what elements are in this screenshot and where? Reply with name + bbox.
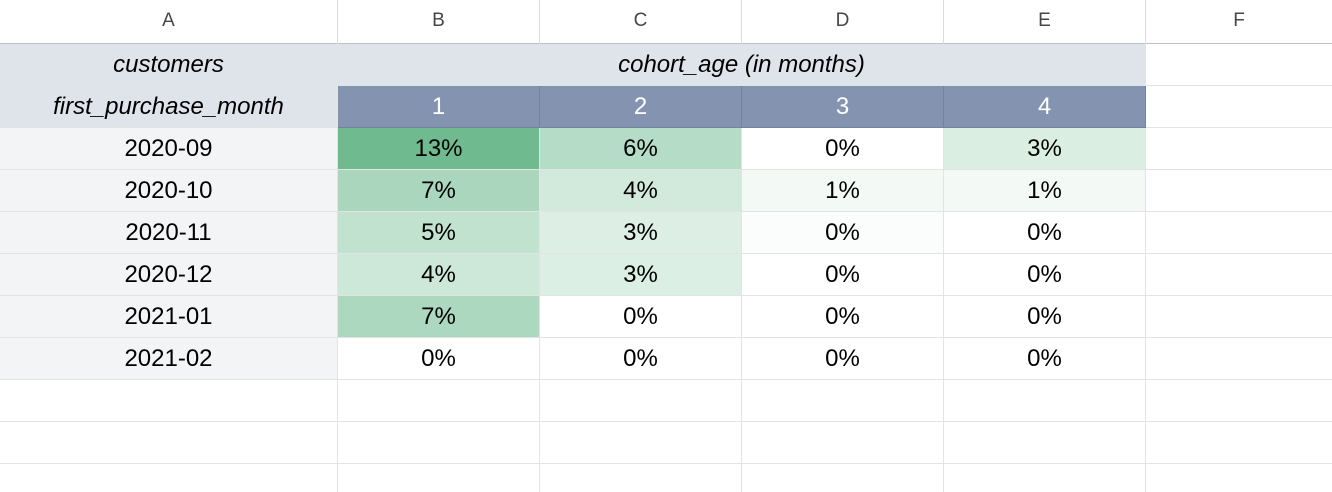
month-cell[interactable]: 2021-02 xyxy=(0,338,338,380)
column-header-f[interactable]: F xyxy=(1233,10,1245,31)
retention-cell[interactable]: 13% xyxy=(338,128,540,170)
table-row: 2021-02 0% 0% 0% 0% xyxy=(0,338,1332,380)
month-cell[interactable]: 2020-10 xyxy=(0,170,338,212)
header-row-2: first_purchase_month 1 2 3 4 xyxy=(0,86,1332,128)
empty-cell[interactable] xyxy=(742,464,944,492)
retention-cell[interactable]: 0% xyxy=(742,338,944,380)
column-header-a[interactable]: A xyxy=(0,0,338,44)
column-header-c[interactable]: C xyxy=(540,0,742,44)
empty-cell[interactable] xyxy=(742,380,944,422)
table-row: 2020-12 4% 3% 0% 0% xyxy=(0,254,1332,296)
empty-cell[interactable] xyxy=(0,380,338,422)
retention-cell[interactable]: 7% xyxy=(338,296,540,338)
empty-cell[interactable] xyxy=(1146,380,1332,422)
empty-cell[interactable] xyxy=(338,464,540,492)
retention-cell[interactable]: 0% xyxy=(944,296,1146,338)
column-header-d[interactable]: D xyxy=(742,0,944,44)
retention-cell[interactable]: 0% xyxy=(944,212,1146,254)
empty-row xyxy=(0,380,1332,422)
empty-cell[interactable] xyxy=(742,422,944,464)
month-cell[interactable]: 2021-01 xyxy=(0,296,338,338)
first-purchase-month-label-cell[interactable]: first_purchase_month xyxy=(0,86,338,128)
empty-cell[interactable] xyxy=(1146,296,1332,338)
empty-cell[interactable] xyxy=(1146,212,1332,254)
retention-cell[interactable]: 0% xyxy=(742,212,944,254)
month-cell[interactable]: 2020-11 xyxy=(0,212,338,254)
empty-cell[interactable] xyxy=(540,422,742,464)
retention-cell[interactable]: 3% xyxy=(944,128,1146,170)
empty-cell[interactable] xyxy=(1146,170,1332,212)
retention-cell[interactable]: 1% xyxy=(944,170,1146,212)
month-cell[interactable]: 2020-09 xyxy=(0,128,338,170)
retention-cell[interactable]: 4% xyxy=(338,254,540,296)
empty-cell[interactable] xyxy=(338,422,540,464)
retention-cell[interactable]: 0% xyxy=(944,338,1146,380)
cohort-age-1-cell[interactable]: 1 xyxy=(338,86,540,128)
retention-cell[interactable]: 5% xyxy=(338,212,540,254)
retention-cell[interactable]: 3% xyxy=(540,212,742,254)
retention-cell[interactable]: 4% xyxy=(540,170,742,212)
retention-cell[interactable]: 0% xyxy=(742,128,944,170)
empty-row xyxy=(0,422,1332,464)
empty-cell[interactable] xyxy=(1146,86,1332,128)
column-header-b[interactable]: B xyxy=(338,0,540,44)
empty-cell[interactable] xyxy=(944,380,1146,422)
empty-cell[interactable] xyxy=(540,380,742,422)
customers-label-cell[interactable]: customers xyxy=(0,44,338,86)
header-row-1: customers cohort_age (in months) xyxy=(0,44,1332,86)
column-header-row: A B C D E F xyxy=(0,0,1332,44)
table-row: 2020-11 5% 3% 0% 0% xyxy=(0,212,1332,254)
retention-cell[interactable]: 6% xyxy=(540,128,742,170)
retention-cell[interactable]: 0% xyxy=(540,296,742,338)
retention-cell[interactable]: 1% xyxy=(742,170,944,212)
column-header-e[interactable]: E xyxy=(944,0,1146,44)
table-row: 2020-09 13% 6% 0% 3% xyxy=(0,128,1332,170)
retention-cell[interactable]: 3% xyxy=(540,254,742,296)
empty-cell[interactable] xyxy=(1146,44,1332,86)
empty-cell[interactable] xyxy=(338,380,540,422)
cohort-age-4-cell[interactable]: 4 xyxy=(944,86,1146,128)
retention-cell[interactable]: 0% xyxy=(742,296,944,338)
empty-row xyxy=(0,464,1332,492)
cohort-age-3-cell[interactable]: 3 xyxy=(742,86,944,128)
empty-cell[interactable] xyxy=(944,464,1146,492)
table-row: 2020-10 7% 4% 1% 1% xyxy=(0,170,1332,212)
retention-cell[interactable]: 0% xyxy=(540,338,742,380)
retention-cell[interactable]: 7% xyxy=(338,170,540,212)
cohort-age-2-cell[interactable]: 2 xyxy=(540,86,742,128)
empty-cell[interactable] xyxy=(540,464,742,492)
table-row: 2021-01 7% 0% 0% 0% xyxy=(0,296,1332,338)
retention-cell[interactable]: 0% xyxy=(742,254,944,296)
empty-cell[interactable] xyxy=(0,422,338,464)
retention-cell[interactable]: 0% xyxy=(944,254,1146,296)
empty-cell[interactable] xyxy=(1146,128,1332,170)
empty-cell[interactable] xyxy=(944,422,1146,464)
empty-cell[interactable] xyxy=(1146,338,1332,380)
empty-cell[interactable] xyxy=(1146,464,1332,492)
empty-cell[interactable] xyxy=(1146,254,1332,296)
empty-cell[interactable] xyxy=(1146,422,1332,464)
retention-cell[interactable]: 0% xyxy=(338,338,540,380)
cohort-age-header-cell[interactable]: cohort_age (in months) xyxy=(338,44,1146,86)
month-cell[interactable]: 2020-12 xyxy=(0,254,338,296)
empty-cell[interactable] xyxy=(0,464,338,492)
